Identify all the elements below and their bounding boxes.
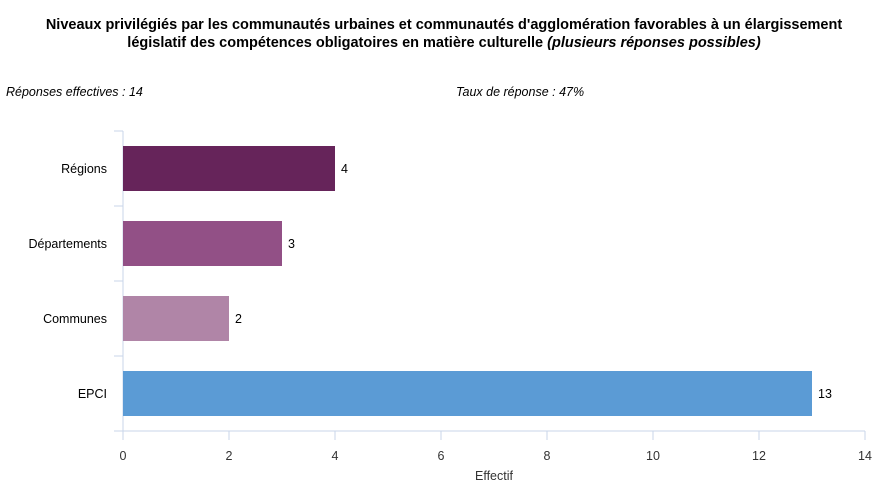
labels: 0 2 4 6 8 10 12 14 Régions 4 Départements 3 Communes… — [28, 162, 872, 463]
bars — [123, 146, 812, 416]
data-label: 13 — [818, 387, 832, 401]
chart-title-line-1: Niveaux privilégiés par les communautés … — [45, 17, 843, 33]
x-tick-label: 6 — [438, 449, 445, 463]
chart-title-line-2: législatif des compétences obligatoires … — [0, 34, 888, 52]
x-tick-label: 2 — [226, 449, 233, 463]
x-tick-label: 8 — [544, 449, 551, 463]
chart-title: Niveaux privilégiés par les communautés … — [0, 16, 888, 52]
category-label: Communes — [43, 312, 107, 326]
category-label: EPCI — [78, 387, 107, 401]
bar-régions[interactable] — [123, 146, 335, 191]
response-rate: Taux de réponse : 47% — [456, 85, 585, 99]
data-label: 4 — [341, 162, 348, 176]
bar-epci[interactable] — [123, 371, 812, 416]
data-label: 3 — [288, 237, 295, 251]
x-tick-label: 12 — [752, 449, 766, 463]
data-label: 2 — [235, 312, 242, 326]
x-axis-title: Effectif — [475, 469, 514, 483]
bar-départements[interactable] — [123, 221, 282, 266]
category-label: Départements — [28, 237, 107, 251]
chart-title-line-2-text: législatif des compétences obligatoires … — [127, 35, 544, 51]
x-tick-label: 4 — [332, 449, 339, 463]
responses-count: Réponses effectives : 14 — [6, 85, 143, 99]
x-tick-label: 14 — [858, 449, 872, 463]
x-tick-label: 0 — [120, 449, 127, 463]
category-label: Régions — [61, 162, 107, 176]
x-tick-label: 10 — [646, 449, 660, 463]
bar-communes[interactable] — [123, 296, 229, 341]
chart-subtitle: (plusieurs réponses possibles) — [547, 35, 761, 51]
